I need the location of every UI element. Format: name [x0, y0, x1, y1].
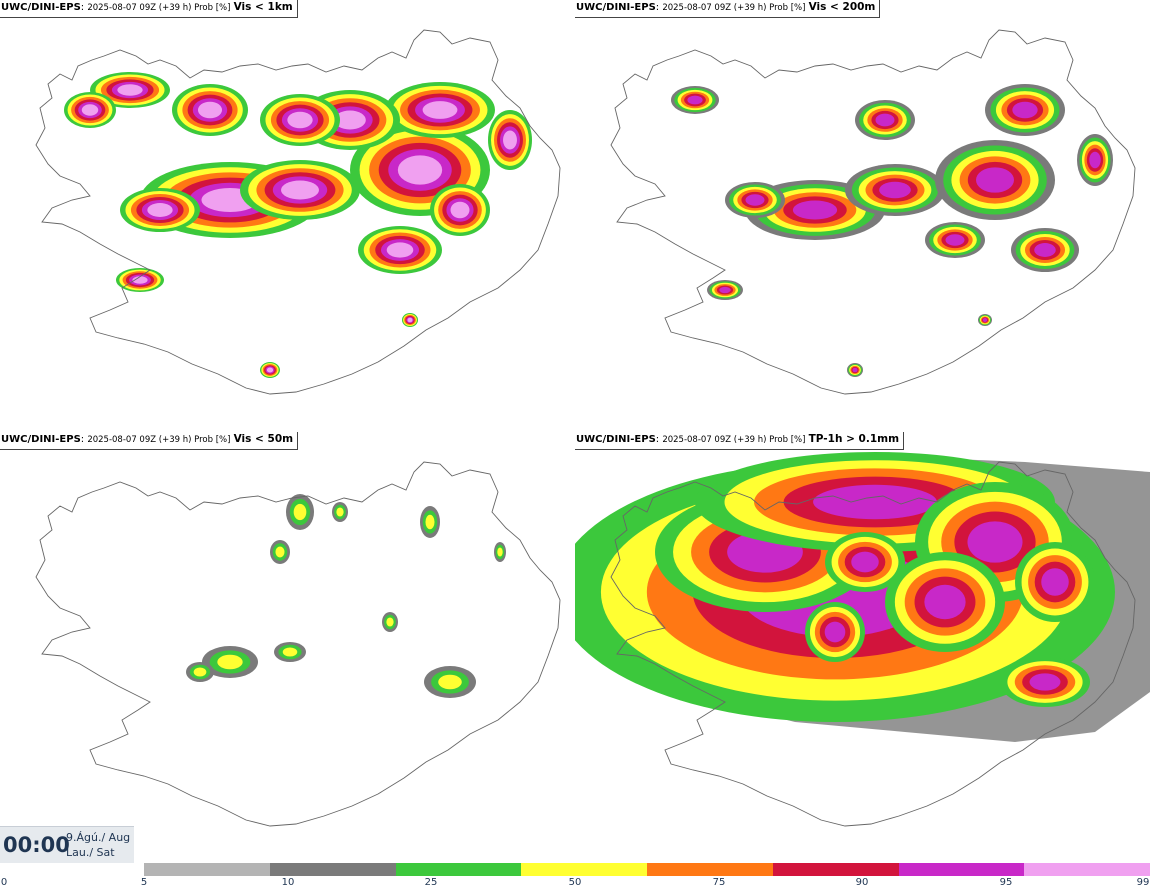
probability-contour [407, 317, 413, 323]
probability-contour [851, 551, 879, 573]
model-name: UWC/DINI-EPS [576, 434, 656, 445]
probability-contour [824, 621, 846, 643]
probability-contour [924, 584, 966, 620]
model-name: UWC/DINI-EPS [1, 2, 81, 13]
probability-contour [425, 514, 435, 530]
probability-contour [792, 200, 838, 220]
date-line-2: Lau./ Sat [66, 846, 115, 859]
colorbar-tick: 90 [855, 877, 869, 888]
probability-contour [386, 242, 414, 258]
field-name: TP-1h > 0.1mm [808, 433, 900, 445]
probability-contour [117, 84, 143, 96]
probability-contour [813, 484, 937, 520]
run-info: 2025-08-07 09Z (+39 h) Prob [%] [662, 435, 806, 445]
model-name: UWC/DINI-EPS [1, 434, 81, 445]
probability-contour [875, 113, 895, 127]
probability-contour [293, 503, 307, 521]
colorbar-tick: 25 [424, 877, 438, 888]
valid-time: 00:00 [3, 833, 70, 857]
probability-contour [982, 318, 988, 322]
colorbar-tick: 10 [281, 877, 295, 888]
run-info: 2025-08-07 09Z (+39 h) Prob [%] [87, 435, 231, 445]
panel-title: UWC/DINI-EPS: 2025-08-07 09Z (+39 h) Pro… [0, 0, 298, 18]
probability-contour [193, 667, 207, 677]
probability-contour [745, 194, 765, 206]
map-panel-vis-50m: UWC/DINI-EPS: 2025-08-07 09Z (+39 h) Pro… [0, 432, 575, 862]
iceland-map [575, 452, 1150, 827]
probability-contour [1041, 568, 1069, 596]
colorbar-segment [269, 863, 396, 876]
field-name: Vis < 50m [233, 433, 294, 445]
panel-title: UWC/DINI-EPS: 2025-08-07 09Z (+39 h) Pro… [0, 432, 299, 450]
panel-title: UWC/DINI-EPS: 2025-08-07 09Z (+39 h) Pro… [575, 432, 905, 450]
probability-contour [336, 507, 344, 517]
probability-contour [266, 367, 274, 373]
colorbar-segment [144, 863, 270, 876]
probability-contour [147, 203, 173, 217]
probability-contour [879, 181, 911, 199]
probability-contour [275, 546, 285, 558]
colorbar-segment [898, 863, 1025, 876]
probability-contour [1029, 673, 1061, 691]
probability-contour [1089, 151, 1101, 169]
map-panel-vis-200m: UWC/DINI-EPS: 2025-08-07 09Z (+39 h) Pro… [575, 0, 1150, 430]
probability-contour [281, 180, 319, 200]
probability-contour [967, 521, 1023, 563]
colorbar-segment [647, 863, 773, 876]
probability-contour [719, 286, 731, 294]
colorbar-tick: 95 [999, 877, 1013, 888]
colorbar-tick: 0 [0, 877, 8, 888]
iceland-map [35, 461, 561, 827]
model-name: UWC/DINI-EPS [576, 2, 656, 13]
probability-contour [217, 654, 243, 670]
probability-contour [976, 167, 1014, 193]
probability-contour [1034, 243, 1056, 257]
probability-contour [503, 130, 517, 150]
colorbar-tick: 75 [712, 877, 726, 888]
probability-contour [497, 547, 503, 557]
probability-contour [81, 104, 99, 116]
colorbar-segment [772, 863, 899, 876]
colorbar-tick: 5 [140, 877, 148, 888]
probability-contour [282, 647, 298, 657]
iceland-map [610, 29, 1136, 395]
probability-contour [287, 111, 313, 129]
map-panel-precip: UWC/DINI-EPS: 2025-08-07 09Z (+39 h) Pro… [575, 432, 1150, 862]
run-info: 2025-08-07 09Z (+39 h) Prob [%] [662, 3, 806, 13]
probability-contour [197, 101, 223, 119]
probability-contour [945, 234, 965, 246]
probability-contour [422, 101, 458, 119]
iceland-map [35, 29, 561, 395]
probability-contour [438, 674, 462, 690]
valid-date: 9.Ágú./ Aug Lau./ Sat [66, 830, 130, 860]
probability-contour [1012, 101, 1038, 119]
probability-contour [334, 110, 366, 130]
colorbar-tick: 50 [568, 877, 582, 888]
colorbar-segment [521, 863, 647, 876]
panel-title: UWC/DINI-EPS: 2025-08-07 09Z (+39 h) Pro… [575, 0, 881, 18]
probability-contour [687, 95, 703, 105]
colorbar-segment [1024, 863, 1150, 876]
field-name: Vis < 200m [808, 1, 876, 13]
probability-contour [386, 617, 394, 627]
colorbar-tick: 99 [1136, 877, 1150, 888]
map-panel-vis-1km: UWC/DINI-EPS: 2025-08-07 09Z (+39 h) Pro… [0, 0, 575, 430]
probability-colorbar [144, 863, 1150, 876]
probability-contour [397, 155, 443, 185]
probability-contour [450, 201, 470, 219]
run-info: 2025-08-07 09Z (+39 h) Prob [%] [87, 3, 231, 13]
date-line-1: 9.Ágú./ Aug [66, 831, 131, 844]
field-name: Vis < 1km [233, 1, 293, 13]
valid-time-box: 00:00 9.Ágú./ Aug Lau./ Sat [0, 826, 134, 863]
colorbar-segment [395, 863, 522, 876]
probability-contour [852, 367, 858, 373]
probability-contour [132, 276, 148, 284]
